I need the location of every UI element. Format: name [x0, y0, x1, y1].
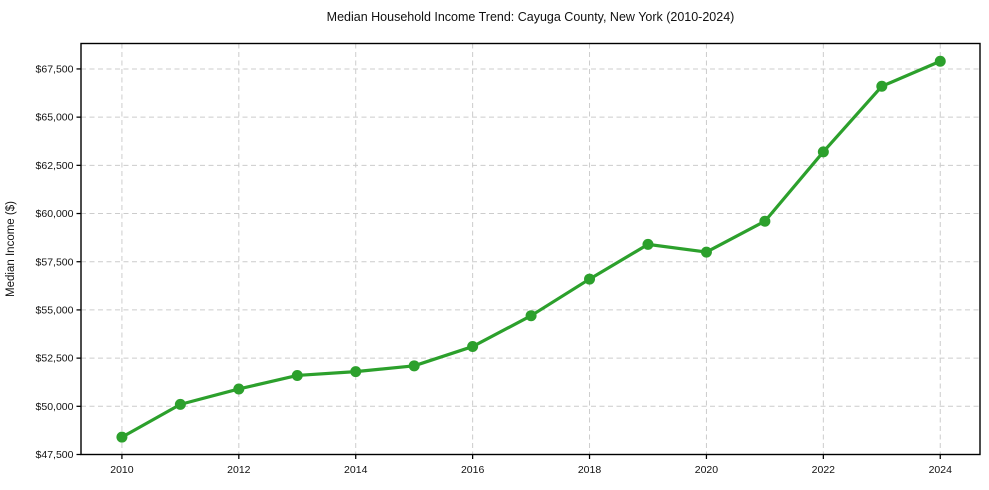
series-layer — [116, 55, 946, 443]
tick-layer — [76, 68, 941, 459]
y-tick-label: $50,000 — [36, 401, 74, 413]
y-tick-label: $65,000 — [36, 112, 74, 124]
data-point-2022 — [817, 146, 829, 158]
y-tick-label: $55,000 — [36, 305, 74, 317]
y-tick-label: $62,500 — [36, 160, 74, 172]
data-point-2020 — [700, 246, 712, 258]
x-tick-label: 2018 — [578, 464, 602, 476]
y-tick-label: $57,500 — [36, 256, 74, 268]
x-tick-label: 2016 — [461, 464, 485, 476]
data-point-2018 — [584, 273, 596, 285]
data-point-2021 — [759, 215, 771, 227]
y-axis-label: Median Income ($) — [5, 201, 17, 297]
grid-layer — [81, 43, 980, 455]
data-point-2011 — [174, 398, 186, 410]
data-point-2023 — [876, 80, 888, 92]
x-tick-label: 2012 — [227, 464, 251, 476]
y-tick-label: $47,500 — [36, 449, 74, 461]
data-point-2024 — [934, 55, 946, 67]
data-point-2015 — [408, 360, 420, 372]
chart-title: Median Household Income Trend: Cayuga Co… — [327, 10, 735, 24]
data-point-2013 — [291, 369, 303, 381]
y-tick-label: $60,000 — [36, 208, 74, 220]
y-tick-label: $52,500 — [36, 353, 74, 365]
x-tick-label: 2022 — [812, 464, 836, 476]
data-point-2019 — [642, 238, 654, 250]
x-tick-label: 2010 — [110, 464, 134, 476]
y-tick-label: $67,500 — [36, 64, 74, 76]
data-point-2017 — [525, 310, 537, 322]
x-tick-label: 2020 — [695, 464, 719, 476]
tick-label-layer: 2010 2012 2014 2016 2018 2020 2022 2024 $47,500 $… — [36, 64, 953, 476]
x-tick-label: 2024 — [929, 464, 953, 476]
data-point-2016 — [467, 341, 479, 353]
data-point-2012 — [233, 383, 245, 395]
data-point-2010 — [116, 431, 128, 443]
plot-border — [80, 42, 981, 456]
x-tick-label: 2014 — [344, 464, 368, 476]
data-point-2014 — [350, 366, 362, 378]
